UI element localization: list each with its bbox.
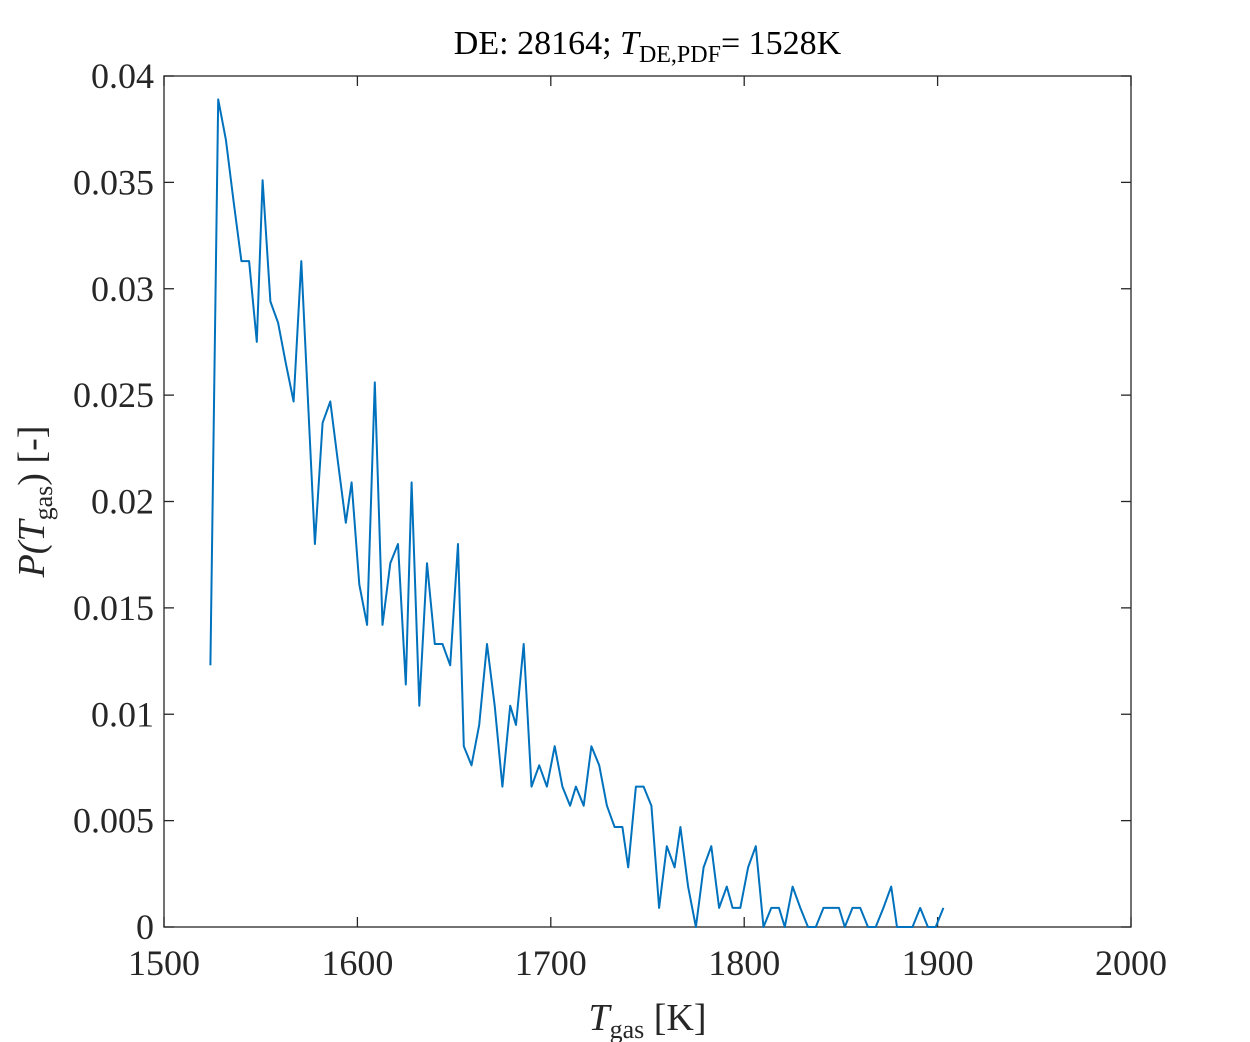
y-axis-label-text: P(Tgas) [-] [11, 426, 58, 579]
series-line [209, 98, 945, 928]
y-tick-label: 0.025 [73, 375, 154, 415]
y-tick-label: 0.015 [73, 588, 154, 628]
x-tick-label: 1800 [708, 943, 780, 983]
chart-title-text: DE: 28164; TDE,PDF= 1528K [454, 25, 842, 68]
y-tick-label: 0.04 [91, 56, 154, 96]
y-tick-label: 0.02 [91, 482, 154, 522]
series-group [209, 98, 945, 928]
y-tick-label: 0 [136, 907, 154, 947]
x-tick-label: 2000 [1095, 943, 1167, 983]
x-tick-label: 1700 [515, 943, 587, 983]
x-tick-label: 1500 [128, 943, 200, 983]
y-tick-label: 0.005 [73, 801, 154, 841]
y-axis-label: P(Tgas) [-] [11, 426, 58, 579]
x-tick-labels: 1500 1600 1700 1800 1900 2000 [128, 943, 1167, 983]
x-tick-label: 1600 [321, 943, 393, 983]
plot-area-frame [163, 75, 1132, 928]
x-tick-label: 1900 [902, 943, 974, 983]
y-tick-label: 0.03 [91, 269, 154, 309]
x-axis-label: Tgas [K] [588, 997, 706, 1042]
chart-title: DE: 28164; TDE,PDF= 1528K [454, 25, 842, 68]
y-tick-label: 0.01 [91, 694, 154, 734]
y-tick-labels: 0 0.005 0.01 0.015 0.02 0.025 0.03 0.035 0.04 [73, 56, 154, 947]
x-axis-label-text: Tgas [K] [588, 997, 706, 1042]
axis-ticks [163, 75, 1132, 928]
y-tick-label: 0.035 [73, 162, 154, 202]
